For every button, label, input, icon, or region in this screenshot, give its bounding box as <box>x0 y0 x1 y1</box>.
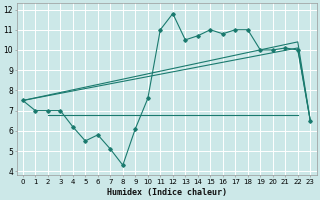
X-axis label: Humidex (Indice chaleur): Humidex (Indice chaleur) <box>107 188 227 197</box>
